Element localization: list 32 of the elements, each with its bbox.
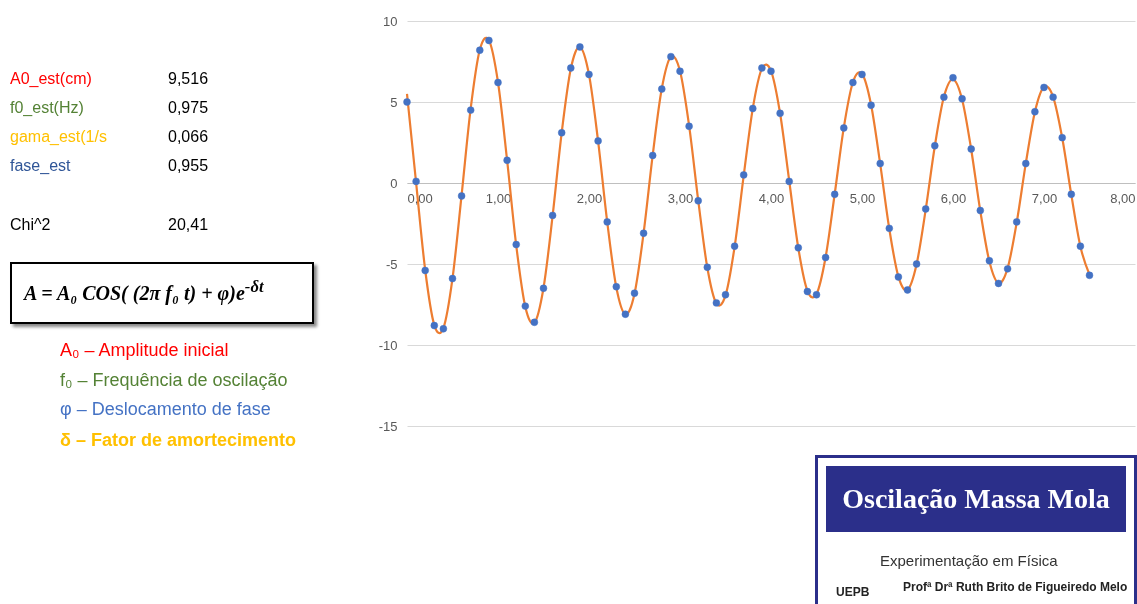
text: Experimentação em Física — [880, 552, 1058, 569]
y-tick-label: 10 — [383, 13, 398, 29]
x-tick-label: 8,00 — [1110, 190, 1136, 206]
x-tick-label: 7,00 — [1031, 190, 1058, 206]
text: δ – Fator de amortecimento — [60, 430, 296, 451]
y-tick-label: 5 — [390, 94, 398, 110]
x-tick-label: 3,00 — [667, 190, 694, 206]
text: UEPB — [836, 585, 870, 599]
y-tick-label: 0 — [390, 175, 398, 191]
text: gama_est(1/s — [10, 128, 107, 146]
text: 0,975 — [168, 99, 209, 117]
text: Oscilação Massa Mola — [826, 466, 1126, 532]
text: 0,955 — [168, 157, 209, 175]
x-tick-label: 5,00 — [849, 190, 876, 206]
text: Chi^2 — [10, 216, 51, 234]
y-tick-label: -5 — [385, 256, 398, 272]
text: f₀ – Frequência de oscilação — [60, 370, 288, 391]
text: 0,066 — [168, 128, 209, 146]
text: A₀ – Amplitude inicial — [60, 340, 229, 361]
text: φ – Deslocamento de fase — [60, 399, 271, 420]
x-tick-label: 6,00 — [940, 190, 967, 206]
text: A0_est(cm) — [10, 70, 92, 88]
text: 9,516 — [168, 70, 209, 88]
y-tick-label: -15 — [378, 418, 398, 434]
text: Profª Drª Ruth Brito de Figueiredo Melo — [903, 580, 1128, 594]
text: 20,41 — [168, 216, 209, 234]
y-tick-label: -10 — [378, 337, 398, 353]
x-tick-label: 2,00 — [576, 190, 603, 206]
text: f0_est(Hz) — [10, 99, 84, 117]
text: A = A₀ COS( (2π f₀ t) + φ)e$^{-δt}$ — [24, 277, 264, 305]
text: fase_est — [10, 157, 71, 175]
x-tick-label: 4,00 — [758, 190, 785, 206]
